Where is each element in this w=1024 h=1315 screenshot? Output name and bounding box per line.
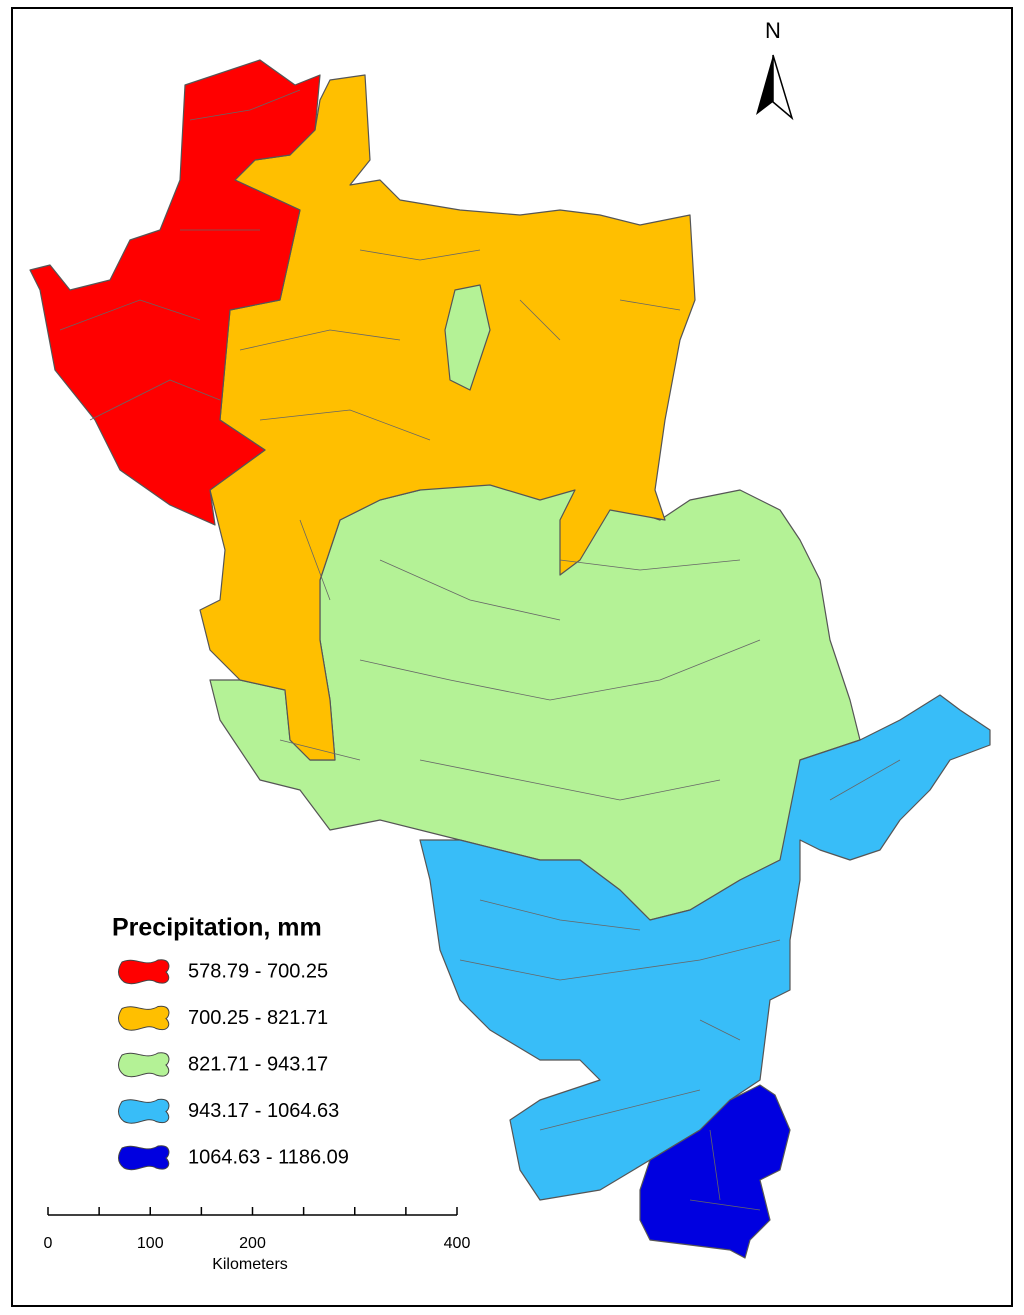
legend-swatch [118,959,170,985]
region [29,59,321,526]
legend-swatch [118,1098,170,1124]
region [444,284,491,391]
legend: 578.79 - 700.25 700.25 - 821.71 821.71 - 9… [118,959,349,1171]
scale-label: 100 [137,1235,164,1252]
boundaries [59,89,901,1211]
north-label: N [765,18,781,43]
north-arrow: N [756,18,794,121]
legend-swatch [118,1052,170,1078]
regions [29,59,991,1259]
arrow-right [772,54,794,121]
legend-label: 700.25 - 821.71 [188,1007,328,1029]
legend-label: 821.71 - 943.17 [188,1053,328,1075]
arrow-left [756,55,773,115]
region [419,694,991,1201]
scale-label: 0 [44,1235,53,1252]
legend-label: 578.79 - 700.25 [188,960,328,982]
legend-label: 943.17 - 1064.63 [188,1100,339,1122]
legend-swatch [118,1145,170,1171]
scale-unit: Kilometers [212,1256,288,1273]
scale-label: 400 [444,1235,471,1252]
region [639,1084,791,1259]
legend-label: 1064.63 - 1186.09 [188,1146,349,1168]
legend-title: Precipitation, mm [112,914,322,942]
scale-bar: Kilometers 0 100 200 400 [44,1207,471,1273]
legend-swatch [118,1005,170,1031]
scale-label: 200 [239,1235,266,1252]
